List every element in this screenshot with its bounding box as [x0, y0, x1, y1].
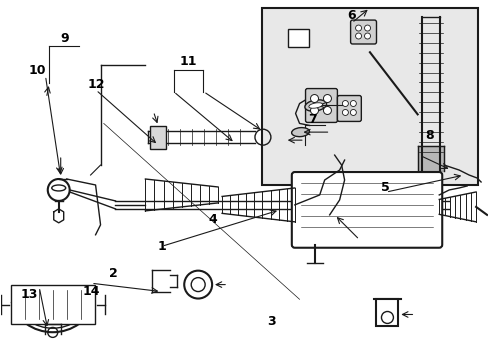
Bar [376, 298, 398, 327]
Bar [11, 285, 94, 324]
Ellipse shape [291, 127, 309, 137]
Text: 10: 10 [29, 64, 46, 77]
Text: 5: 5 [381, 181, 389, 194]
Circle shape [349, 109, 356, 116]
FancyBboxPatch shape [337, 95, 361, 121]
Text: 12: 12 [87, 78, 104, 91]
Bar [287, 29, 309, 47]
Text: 1: 1 [157, 240, 166, 253]
Ellipse shape [305, 100, 326, 111]
Circle shape [310, 95, 318, 103]
Circle shape [364, 25, 370, 31]
Bar [261, 8, 477, 185]
Circle shape [349, 100, 356, 107]
Circle shape [323, 107, 331, 114]
Text: 14: 14 [82, 285, 100, 298]
Text: 7: 7 [308, 113, 316, 126]
Ellipse shape [308, 103, 322, 108]
Circle shape [364, 33, 370, 39]
Text: 6: 6 [346, 9, 355, 22]
Text: 13: 13 [20, 288, 38, 301]
FancyBboxPatch shape [291, 172, 441, 248]
Text: 2: 2 [108, 267, 117, 280]
Circle shape [310, 107, 318, 114]
Circle shape [323, 95, 331, 103]
FancyBboxPatch shape [350, 20, 376, 44]
Circle shape [342, 100, 347, 107]
Text: 8: 8 [425, 129, 433, 142]
Circle shape [355, 25, 361, 31]
FancyBboxPatch shape [305, 89, 337, 122]
Text: 11: 11 [180, 55, 197, 68]
Bar [150, 126, 166, 149]
Circle shape [355, 33, 361, 39]
Circle shape [342, 109, 347, 116]
Text: 9: 9 [60, 32, 68, 45]
Text: 3: 3 [266, 315, 275, 328]
Text: 4: 4 [208, 213, 217, 226]
